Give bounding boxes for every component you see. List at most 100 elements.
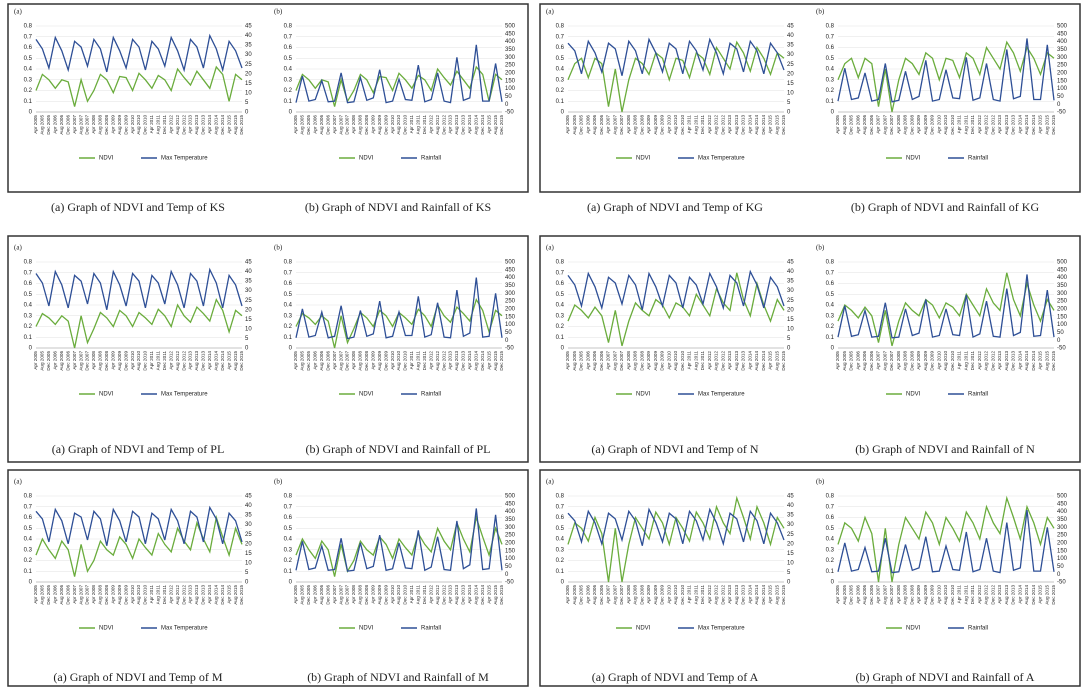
x-tick-label: Aug 2014	[213, 351, 218, 371]
y-tick-label: 0.6	[556, 45, 565, 51]
y2-tick-label: 200	[505, 70, 516, 76]
x-tick-label: Apr 2015	[768, 351, 773, 370]
y2-tick-label: 5	[787, 100, 791, 106]
y2-tick-label: 150	[1057, 314, 1068, 320]
x-tick-label: Dec 2008	[909, 351, 914, 371]
x-tick-label: Aug 2012	[175, 351, 180, 371]
y-tick-label: 0.4	[556, 537, 565, 543]
series-line	[567, 40, 785, 113]
x-tick-label: Apr 2013	[997, 585, 1002, 604]
x-tick-label: Apr 2006	[53, 115, 58, 134]
caption: (a) Graph of NDVI and Temp of KG	[587, 200, 763, 214]
x-tick-label: Dec 2006	[869, 585, 874, 605]
y-tick-label: 0.5	[556, 56, 565, 62]
y2-tick-label: 45	[787, 24, 794, 30]
x-tick-label: Dec 2006	[65, 351, 70, 371]
y2-tick-label: 500	[505, 260, 516, 266]
y2-tick-label: 25	[245, 532, 252, 538]
x-tick-label: Dec 2012	[441, 585, 446, 605]
y2-tick-label: 500	[1057, 494, 1068, 500]
y2-tick-label: 20	[787, 307, 794, 313]
panel-label: (b)	[816, 244, 825, 252]
x-tick-label: Aug 2008	[633, 115, 638, 135]
x-tick-label: Aug 2006	[319, 351, 324, 371]
x-tick-label: Dec 2006	[599, 585, 604, 605]
x-tick-label: Dec 2015	[499, 585, 504, 605]
y2-tick-label: 10	[787, 560, 794, 566]
x-tick-label: Apr 2011	[957, 115, 962, 134]
y-tick-label: 0.2	[24, 88, 33, 94]
x-tick-label: Aug 2007	[78, 115, 83, 135]
series-line	[567, 37, 785, 77]
x-tick-label: Aug 2010	[943, 115, 948, 135]
x-tick-label: Aug 2012	[984, 115, 989, 135]
panel-label: (b)	[816, 478, 825, 486]
y-tick-label: 0.4	[826, 67, 835, 73]
x-tick-label: Apr 2005	[565, 351, 570, 370]
x-tick-label: Aug 2014	[213, 115, 218, 135]
y-tick-label: 0.1	[284, 569, 293, 575]
x-tick-label: Aug 2015	[774, 351, 779, 371]
y-tick-label: 0.3	[284, 313, 293, 319]
x-tick-label: Dec 2013	[741, 351, 746, 371]
caption: (b) Graph of NDVI and Rainfall of N	[855, 442, 1035, 456]
y2-tick-label: 450	[505, 31, 516, 37]
x-tick-label: Dec 2007	[85, 585, 90, 605]
x-tick-label: Apr 2009	[916, 351, 921, 370]
x-tick-label: Aug 2013	[194, 115, 199, 135]
x-tick-label: Aug 2011	[693, 351, 698, 371]
y2-tick-label: 100	[1057, 556, 1068, 562]
x-tick-label: Apr 2014	[207, 115, 212, 134]
y-tick-label: 0.1	[24, 569, 33, 575]
y2-tick-label: 15	[787, 317, 794, 323]
x-tick-label: Dec 2015	[239, 115, 244, 135]
y2-tick-label: 25	[245, 62, 252, 68]
y-tick-label: 0.7	[826, 34, 835, 40]
x-tick-label: Apr 2012	[977, 585, 982, 604]
x-tick-label: Aug 2014	[473, 351, 478, 371]
x-tick-label: Aug 2008	[903, 351, 908, 371]
x-tick-label: Apr 2013	[997, 115, 1002, 134]
x-tick-label: Aug 2012	[175, 585, 180, 605]
y2-tick-label: 35	[245, 43, 252, 49]
y-tick-label: 0.3	[24, 547, 33, 553]
y-tick-label: 0.4	[284, 537, 293, 543]
panel-label: (b)	[274, 244, 283, 252]
x-tick-label: Dec 2013	[461, 115, 466, 135]
x-tick-label: Dec 2011	[162, 585, 167, 605]
x-tick-label: Aug 2013	[194, 585, 199, 605]
y2-tick-label: 400	[1057, 39, 1068, 45]
x-tick-label: Dec 2007	[889, 115, 894, 135]
x-tick-label: Apr 2015	[486, 115, 491, 134]
x-tick-label: Apr 2008	[626, 351, 631, 370]
x-tick-label: Aug 2015	[774, 585, 779, 605]
x-tick-label: Apr 2012	[707, 585, 712, 604]
y-tick-label: 0.5	[284, 526, 293, 532]
series-line	[295, 277, 503, 340]
x-tick-label: Apr 2013	[188, 115, 193, 134]
x-tick-label: Aug 2011	[693, 585, 698, 605]
series-line	[35, 65, 243, 107]
y2-tick-label: -50	[505, 110, 514, 116]
y2-tick-label: 400	[505, 509, 516, 515]
panel-label: (b)	[816, 8, 825, 16]
x-tick-label: Dec 2008	[639, 115, 644, 135]
x-tick-label: Dec 2005	[306, 585, 311, 605]
x-tick-label: Apr 2009	[370, 585, 375, 604]
y-tick-label: 0.2	[556, 558, 565, 564]
x-tick-label: Aug 2007	[882, 115, 887, 135]
x-tick-label: Aug 2011	[416, 115, 421, 135]
x-tick-label: Dec 2014	[1031, 351, 1036, 371]
x-tick-label: Aug 2015	[233, 351, 238, 371]
legend-label: Rainfall	[421, 392, 441, 398]
panel-label: (a)	[546, 244, 554, 252]
x-tick-label: Dec 2011	[422, 351, 427, 371]
x-tick-label: Apr 2007	[876, 115, 881, 134]
x-tick-label: Apr 2005	[33, 585, 38, 604]
y2-tick-label: 45	[787, 260, 794, 266]
x-tick-label: Dec 2008	[104, 585, 109, 605]
y2-tick-label: 10	[245, 90, 252, 96]
x-tick-label: Dec 2010	[143, 115, 148, 135]
y-tick-label: 0.5	[556, 526, 565, 532]
